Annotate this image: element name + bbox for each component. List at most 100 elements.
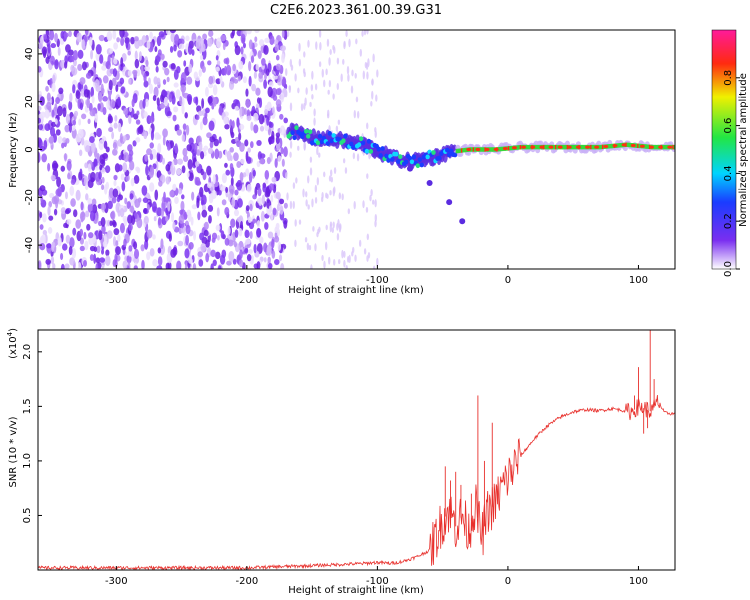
ridge-peak-blob bbox=[667, 145, 673, 149]
noise-blob bbox=[157, 142, 162, 154]
noise-blob bbox=[57, 135, 63, 144]
noise-blob bbox=[246, 156, 252, 164]
noise-blob bbox=[165, 164, 171, 172]
noise-blob bbox=[60, 207, 66, 215]
noise-blob bbox=[145, 165, 149, 176]
noise-blob bbox=[50, 42, 57, 49]
noise-blob bbox=[129, 105, 133, 113]
noise-blob bbox=[149, 153, 154, 161]
noise-blob bbox=[66, 218, 72, 225]
noise-blob bbox=[344, 167, 348, 174]
ridge-peak-blob bbox=[548, 145, 554, 149]
ridge-band-segment bbox=[665, 144, 668, 150]
noise-blob bbox=[267, 256, 271, 264]
noise-blob bbox=[44, 109, 50, 119]
noise-blob bbox=[259, 158, 265, 165]
noise-blob bbox=[183, 212, 188, 220]
noise-blob bbox=[98, 34, 105, 42]
noise-blob bbox=[289, 140, 293, 149]
noise-blob bbox=[38, 117, 41, 124]
noise-blob bbox=[372, 199, 375, 205]
noise-blob bbox=[182, 148, 188, 157]
noise-blob bbox=[201, 43, 206, 52]
noise-blob bbox=[303, 51, 306, 58]
ridge-core-blob bbox=[304, 128, 309, 134]
noise-blob bbox=[173, 44, 177, 52]
noise-blob bbox=[109, 99, 116, 108]
noise-blob bbox=[70, 179, 76, 186]
noise-blob bbox=[297, 87, 300, 94]
noise-blob bbox=[113, 174, 118, 181]
noise-blob bbox=[86, 97, 90, 109]
noise-blob bbox=[199, 121, 203, 131]
noise-blob bbox=[226, 260, 232, 266]
noise-blob bbox=[113, 58, 118, 65]
noise-blob bbox=[222, 42, 226, 51]
noise-blob bbox=[181, 134, 186, 142]
noise-blob bbox=[216, 234, 220, 241]
y-tick-label: 1.0 bbox=[22, 453, 33, 469]
noise-blob bbox=[347, 73, 350, 82]
noise-blob bbox=[71, 55, 75, 63]
noise-blob bbox=[206, 165, 212, 176]
noise-blob bbox=[225, 64, 232, 76]
noise-blob bbox=[333, 186, 336, 194]
noise-blob bbox=[153, 86, 159, 98]
y-tick-label: 20 bbox=[24, 95, 35, 108]
noise-blob bbox=[128, 78, 132, 85]
noise-blob bbox=[236, 161, 242, 168]
noise-blob bbox=[314, 184, 318, 193]
noise-blob bbox=[313, 117, 316, 126]
noise-blob bbox=[120, 36, 125, 46]
noise-blob bbox=[253, 112, 259, 122]
noise-blob bbox=[209, 141, 214, 149]
noise-blob bbox=[330, 176, 334, 183]
noise-blob bbox=[106, 219, 111, 227]
ridge-core-blob bbox=[417, 157, 423, 163]
noise-blob bbox=[99, 164, 103, 171]
noise-blob bbox=[98, 139, 104, 151]
noise-blob bbox=[209, 136, 216, 143]
noise-blob bbox=[201, 204, 207, 211]
noise-blob bbox=[289, 200, 293, 210]
noise-blob bbox=[198, 141, 203, 152]
y-tick-label: 1.5 bbox=[22, 398, 33, 414]
noise-blob bbox=[232, 63, 237, 72]
noise-blob bbox=[240, 158, 245, 165]
noise-blob bbox=[79, 228, 84, 237]
noise-blob bbox=[73, 110, 79, 117]
noise-blob bbox=[177, 240, 184, 247]
noise-blob bbox=[224, 65, 227, 76]
noise-blob bbox=[84, 162, 88, 169]
noise-blob bbox=[170, 165, 174, 173]
noise-blob bbox=[88, 232, 94, 239]
noise-blob bbox=[240, 220, 244, 231]
noise-blob bbox=[254, 186, 258, 197]
noise-blob bbox=[159, 103, 166, 109]
ridge-core-blob bbox=[378, 153, 383, 158]
noise-blob bbox=[250, 141, 254, 149]
noise-blob bbox=[336, 233, 340, 241]
noise-blob bbox=[156, 265, 163, 269]
ridge-band-segment bbox=[500, 146, 503, 152]
ridge-core-blob bbox=[317, 133, 323, 139]
noise-blob bbox=[181, 86, 185, 97]
noise-blob bbox=[85, 72, 92, 79]
noise-blob bbox=[261, 58, 266, 66]
noise-blob bbox=[376, 257, 379, 267]
ridge-band-segment bbox=[656, 144, 659, 150]
noise-blob bbox=[64, 153, 67, 162]
noise-blob bbox=[259, 153, 266, 159]
noise-blob bbox=[122, 162, 128, 173]
noise-blob bbox=[64, 209, 70, 215]
noise-blob bbox=[257, 50, 262, 60]
noise-blob bbox=[102, 75, 109, 84]
ridge-core-blob bbox=[292, 135, 297, 141]
noise-blob bbox=[250, 55, 255, 64]
noise-blob bbox=[72, 84, 76, 94]
noise-blob bbox=[195, 180, 202, 186]
noise-blob bbox=[336, 82, 339, 90]
noise-blob bbox=[308, 245, 312, 251]
noise-blob bbox=[307, 39, 310, 48]
noise-blob bbox=[69, 237, 75, 248]
